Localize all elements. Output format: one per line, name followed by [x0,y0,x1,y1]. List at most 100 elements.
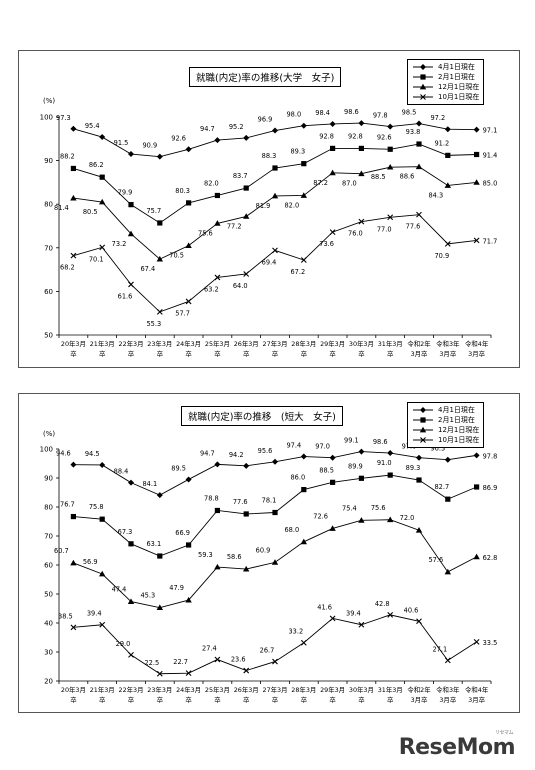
data-label: 22.7 [173,658,188,666]
y-tick-label: 50 [44,332,53,340]
data-point-triangle [214,563,221,570]
data-point-square [272,509,278,516]
legend-entry: 12月1日現在 [412,425,479,435]
data-point-square [243,511,249,517]
data-point-x [243,667,250,674]
data-label: 76.7 [60,501,75,509]
data-point-x [387,214,394,221]
data-label: 95.4 [85,122,100,130]
data-label: 27.1 [432,645,447,653]
data-point-triangle [70,194,77,201]
data-label: 89.9 [348,462,363,470]
y-tick-label: 90 [44,157,53,165]
x-tick-label: 卒 [358,695,365,704]
data-point-triangle [329,525,336,531]
x-tick-label: 3月卒 [468,695,485,704]
x-tick-label: 卒 [128,695,135,704]
x-tick-label: 卒 [185,695,192,704]
legend-marker-x [420,437,426,443]
legend-label: 12月1日現在 [438,426,480,434]
data-point-diamond [243,134,250,141]
data-point-square [445,152,451,158]
legend-label: 2月1日現在 [438,73,475,81]
x-tick-label: 31年3月 [378,685,403,694]
data-label: 84.3 [428,191,443,199]
data-point-x [128,652,134,658]
x-tick-label: 3月卒 [439,695,456,704]
legend-marker-triangle [419,83,427,90]
x-tick-label: 24年3月 [176,685,201,694]
data-label: 67.4 [140,265,155,273]
x-tick-label: 卒 [157,695,164,704]
legend-swatch [413,64,433,70]
data-label: 92.8 [319,132,334,140]
data-label: 42.8 [375,600,390,608]
data-label: 67.3 [118,528,133,536]
logo-text: ReseMom [398,735,516,760]
x-tick-label: 令和3年 [436,685,460,694]
y-axis-unit: (%) [43,97,56,105]
legend-swatch [413,94,433,100]
legend-entry: 2月1日現在 [412,72,479,82]
data-point-diamond [214,461,221,468]
y-axis-unit: (%) [43,430,56,438]
legend-swatch [413,417,433,423]
legend-entry: 2月1日現在 [412,415,479,425]
data-label: 98.0 [286,111,301,119]
data-label: 70.9 [434,252,449,260]
legend-entry: 12月1日現在 [412,82,479,92]
data-label: 97.0 [315,443,330,451]
data-label: 57.6 [428,556,443,564]
legend-marker-square [420,74,426,80]
data-point-diamond [128,151,134,158]
legend-label: 4月1日現在 [438,406,475,414]
data-label: 96.3 [430,445,445,453]
data-label: 86.9 [483,484,498,492]
data-point-square [445,496,451,502]
data-label: 89.3 [406,464,421,472]
data-point-square [128,202,134,208]
data-point-square [474,151,480,158]
series-line-triangle [73,166,477,260]
x-tick-label: 3月卒 [411,349,428,358]
data-label: 23.6 [231,656,246,664]
x-tick-label: 22年3月 [119,685,144,694]
x-tick-label: 卒 [301,349,308,358]
data-label: 66.9 [175,529,190,537]
data-point-x [99,621,106,628]
data-label: 33.5 [483,639,498,647]
data-point-triangle [271,559,279,565]
data-label: 97.2 [430,114,445,122]
x-tick-label: 30年3月 [349,339,374,348]
data-label: 92.6 [171,134,186,142]
data-point-square [70,513,76,520]
data-point-x [358,621,365,628]
data-point-square [301,487,307,493]
x-tick-label: 29年3月 [320,685,345,694]
data-point-triangle [300,538,307,545]
data-label: 98.6 [373,438,388,446]
data-label: 90.9 [142,142,157,150]
data-point-diamond [99,461,106,468]
data-point-diamond [156,492,163,499]
data-label: 45.3 [140,592,155,600]
data-label: 75.6 [198,229,213,237]
x-tick-label: 卒 [272,349,279,358]
data-point-diamond [185,476,192,483]
data-point-square [358,145,364,151]
data-label: 78.8 [204,494,219,502]
data-label: 91.0 [377,459,392,467]
data-point-triangle [271,192,279,199]
data-point-square [99,174,105,180]
data-label: 80.3 [175,187,190,195]
data-label: 94.2 [229,451,244,459]
data-point-x [156,670,163,677]
data-label: 97.8 [373,112,388,120]
data-label: 89.5 [171,464,186,472]
data-label: 97.4 [286,442,301,450]
data-label: 69.4 [262,258,277,266]
legend-entry: 4月1日現在 [412,405,479,415]
data-label: 47.9 [169,584,184,592]
y-tick-label: 40 [44,620,53,628]
data-point-square [214,192,220,199]
